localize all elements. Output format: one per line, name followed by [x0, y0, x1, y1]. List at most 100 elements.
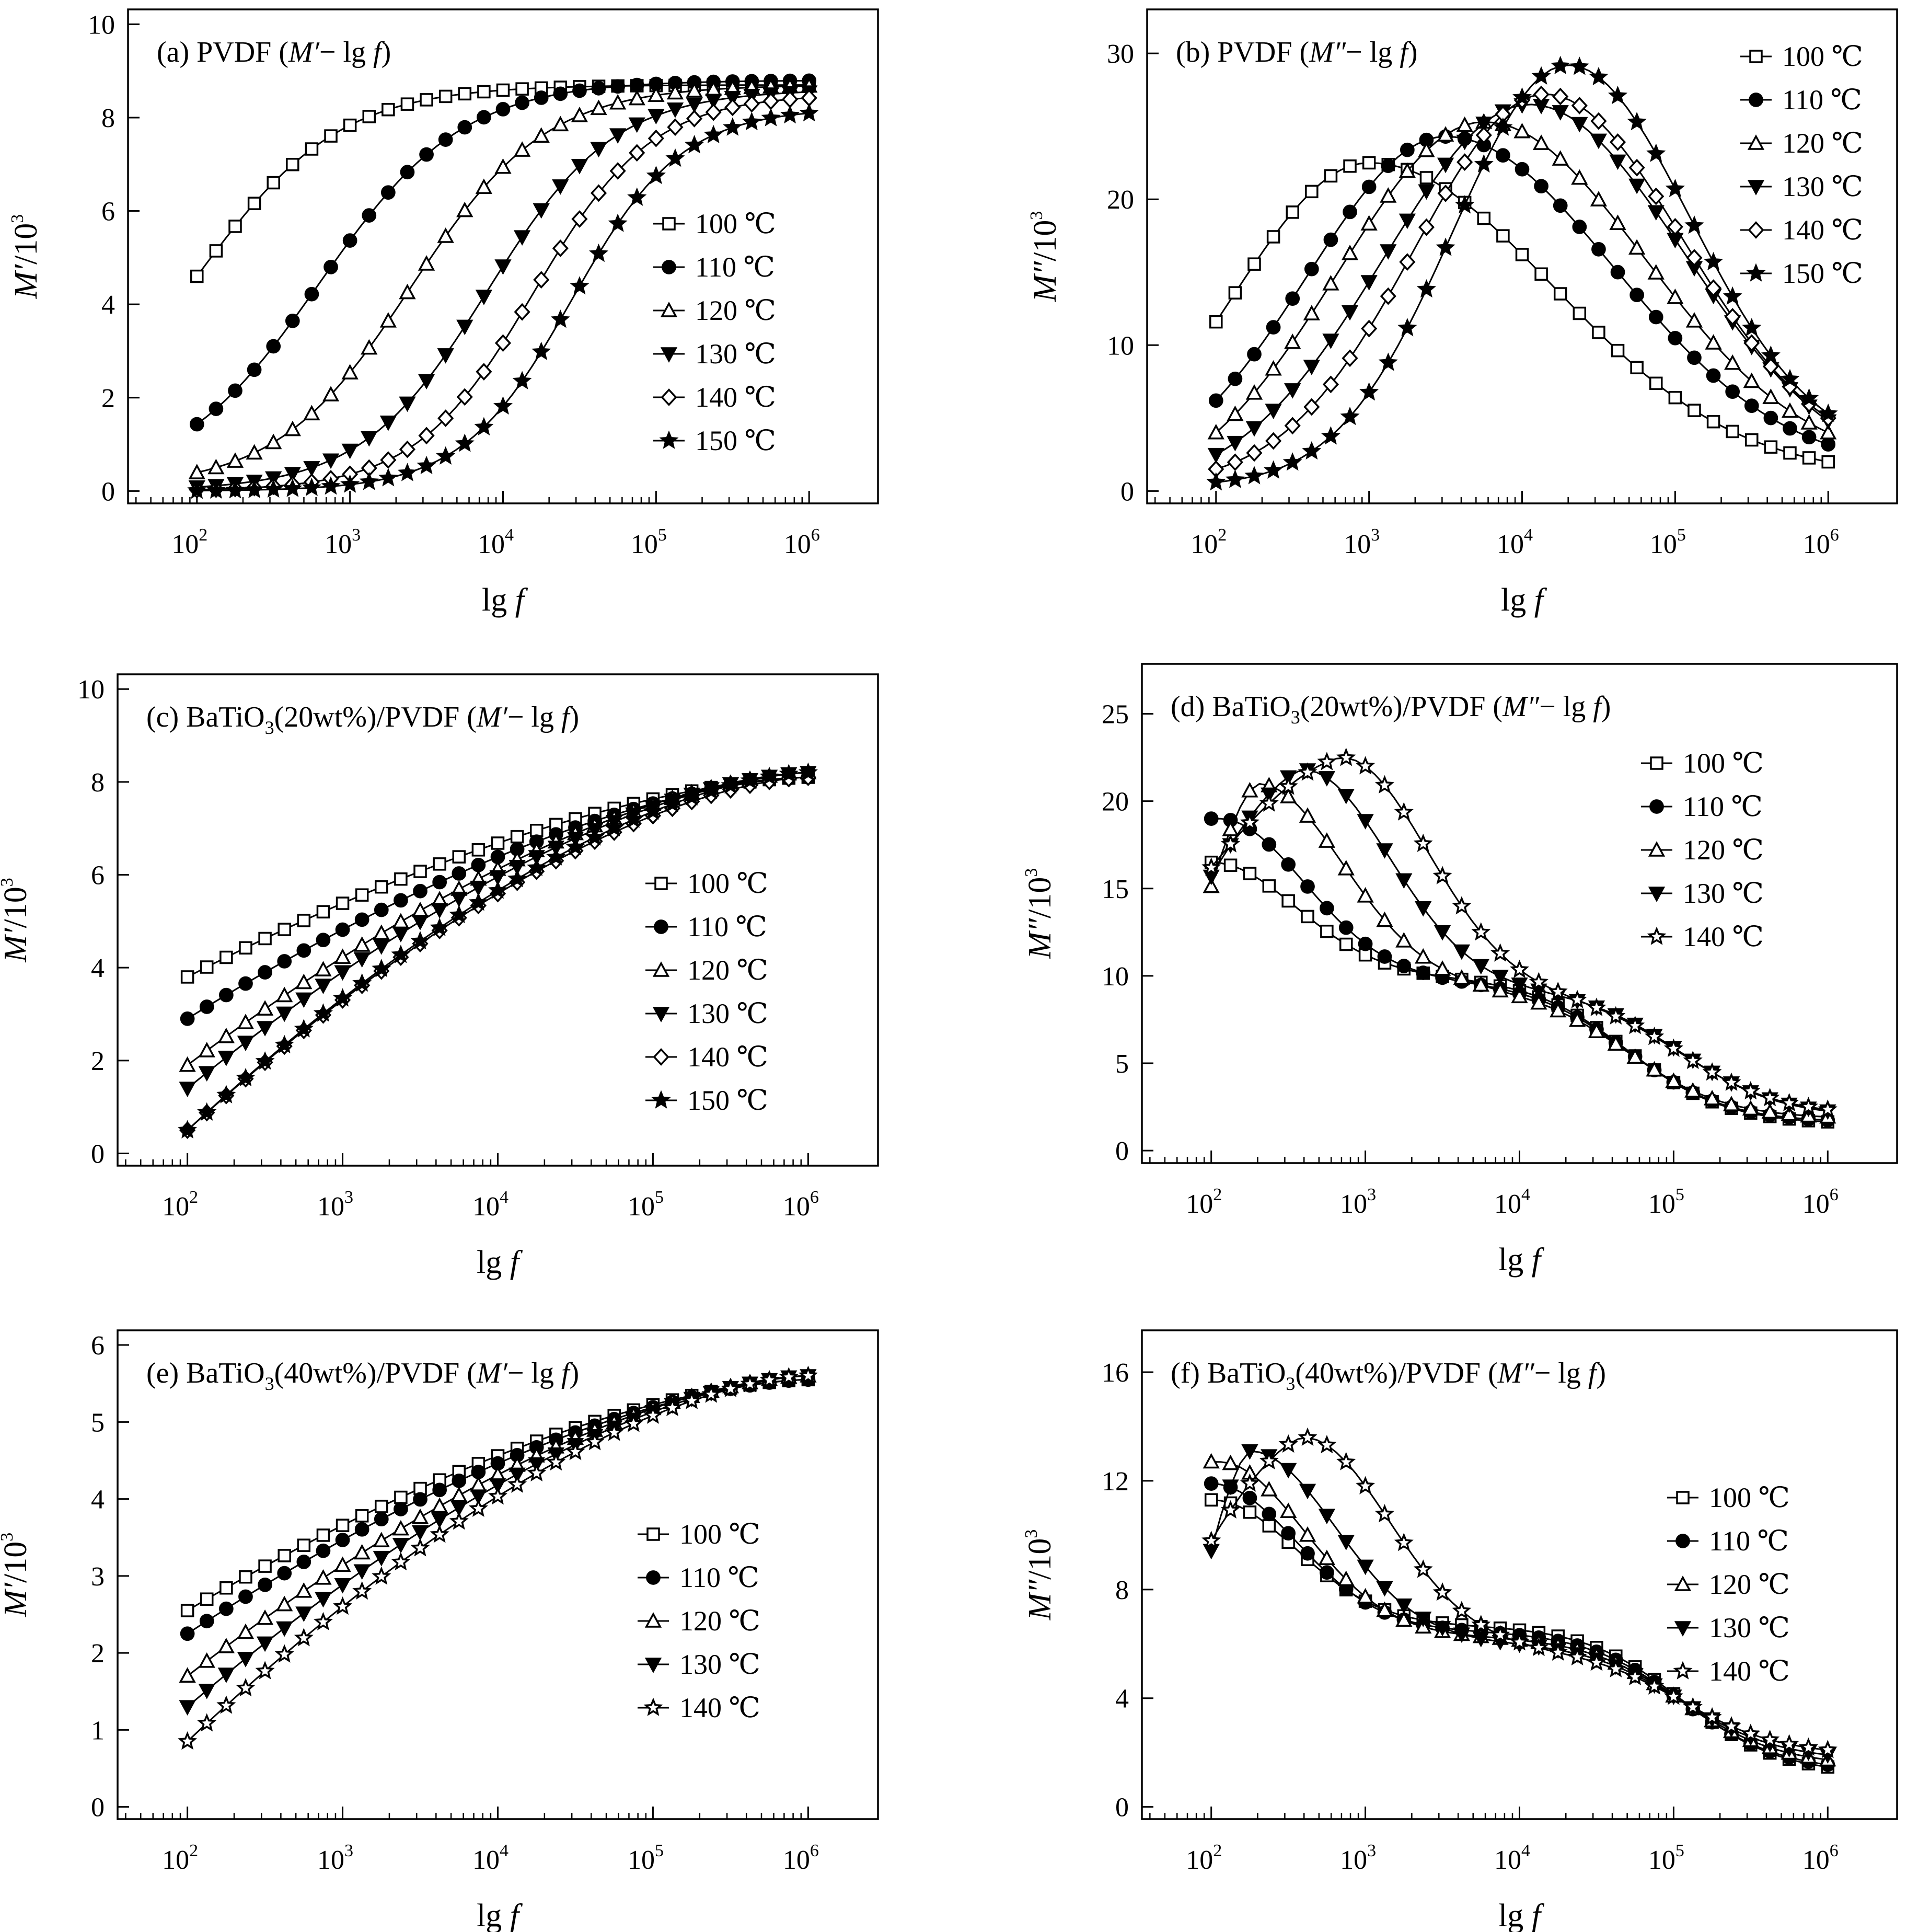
data-point — [1301, 910, 1314, 924]
y-tick-label: 10 — [77, 675, 105, 705]
legend-entry: 140 ℃ — [1740, 214, 1863, 246]
data-point — [373, 939, 390, 955]
data-point — [258, 1559, 272, 1573]
data-point — [1304, 261, 1319, 277]
panel-b: 102 103 104 105 106 0 10 20 30 lg f M″/103 (b) PVDF… — [1027, 8, 1898, 618]
data-point — [1240, 812, 1260, 831]
data-point — [420, 93, 433, 107]
data-point — [1201, 857, 1221, 876]
data-point — [1317, 1435, 1337, 1454]
data-point — [1262, 1519, 1276, 1533]
legend-marker — [1676, 1491, 1690, 1504]
data-point — [1247, 347, 1262, 362]
data-point — [1360, 275, 1378, 291]
data-point — [1723, 286, 1742, 305]
panel-f: 102 103 104 105 106 0 4 8 12 16 lg f M″/103 (f) BaTi… — [1022, 1329, 1898, 1932]
data-point — [489, 1478, 506, 1494]
data-point — [238, 1589, 253, 1604]
data-point — [1323, 232, 1338, 247]
data-point — [1281, 1526, 1296, 1541]
data-point — [1395, 1611, 1413, 1627]
legend-entry: 120 ℃ — [653, 295, 776, 326]
legend-marker — [662, 217, 676, 231]
series-110C — [180, 1372, 816, 1641]
data-point — [1280, 1502, 1297, 1518]
data-point — [643, 801, 663, 820]
x-tick-label: 105 — [628, 1841, 664, 1875]
data-point — [266, 339, 281, 354]
data-point — [513, 230, 531, 246]
data-point — [1320, 925, 1334, 938]
data-point — [433, 857, 446, 871]
data-point — [1337, 860, 1355, 876]
y-tick-label: 10 — [1107, 331, 1134, 361]
x-tick-label: 105 — [1650, 525, 1686, 559]
data-point — [667, 118, 684, 136]
data-point — [648, 86, 665, 102]
data-point — [648, 129, 664, 147]
data-point — [1533, 85, 1550, 104]
data-point — [219, 950, 233, 964]
series-140C — [179, 768, 816, 1139]
x-tick-label: 102 — [162, 1841, 198, 1875]
data-point — [1300, 879, 1315, 894]
data-point — [1628, 239, 1646, 255]
data-point — [1592, 326, 1605, 339]
data-point — [571, 210, 588, 228]
data-point — [1798, 1097, 1819, 1116]
data-point — [533, 203, 550, 219]
data-point — [1529, 1637, 1548, 1657]
data-point — [1743, 372, 1760, 388]
data-point — [510, 830, 524, 844]
data-point — [437, 409, 454, 428]
legend-entry: 140 ℃ — [653, 382, 776, 413]
data-point — [1648, 187, 1665, 205]
data-point — [471, 858, 486, 872]
data-point — [1356, 756, 1376, 775]
data-point — [1203, 877, 1220, 893]
data-point — [372, 959, 391, 978]
data-point — [315, 961, 332, 976]
y-tick-label: 0 — [1120, 477, 1134, 507]
data-point — [1223, 858, 1238, 872]
data-point — [432, 875, 447, 890]
series-100C — [1209, 156, 1835, 469]
y-tick-label: 30 — [1107, 39, 1134, 69]
data-point — [277, 1566, 292, 1581]
data-point — [1452, 1601, 1472, 1619]
data-point — [1303, 305, 1320, 320]
data-point — [1400, 142, 1415, 157]
data-point — [1705, 279, 1722, 297]
data-point — [431, 1513, 448, 1528]
legend-marker — [1748, 221, 1764, 239]
y-tick-label: 6 — [101, 197, 115, 227]
data-point — [496, 83, 510, 97]
data-point — [1340, 406, 1360, 426]
series-line — [1216, 94, 1829, 470]
data-point — [1434, 1621, 1451, 1637]
data-point — [1418, 184, 1435, 200]
data-point — [180, 1011, 195, 1026]
data-point — [322, 386, 340, 401]
legend-label: 100 ℃ — [1709, 1482, 1790, 1513]
data-point — [1741, 1081, 1761, 1100]
data-point — [759, 766, 779, 785]
data-point — [180, 1604, 194, 1617]
data-point — [302, 477, 322, 496]
data-point — [552, 116, 569, 132]
data-point — [187, 480, 207, 499]
data-point — [225, 480, 245, 499]
data-point — [1376, 1601, 1393, 1617]
data-point — [255, 1661, 275, 1680]
data-point — [334, 965, 351, 981]
data-point — [686, 110, 703, 128]
data-point — [1376, 843, 1393, 859]
data-point — [1209, 315, 1223, 329]
data-point — [1455, 195, 1475, 214]
data-point — [353, 1564, 371, 1580]
y-tick-label: 0 — [91, 1140, 105, 1169]
y-tick-label: 2 — [91, 1639, 105, 1669]
data-point — [359, 472, 379, 490]
data-point — [531, 341, 551, 360]
y-tick-label: 20 — [1102, 787, 1129, 817]
